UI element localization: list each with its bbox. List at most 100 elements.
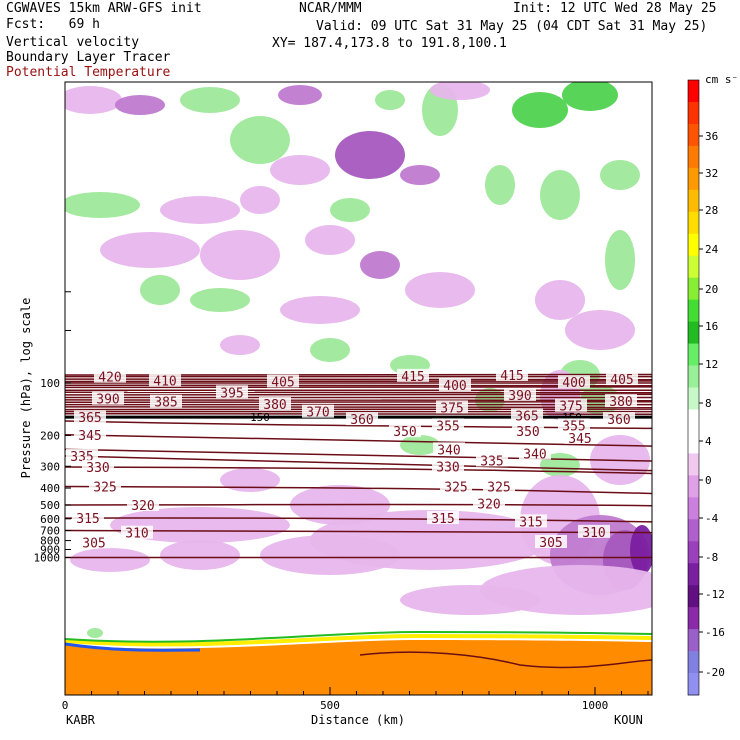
contour-label-bg — [149, 373, 181, 387]
contour-label-bg — [74, 410, 106, 424]
model-title: CGWAVES 15km ARW-GFS init — [6, 1, 202, 16]
contour-label-bg — [578, 524, 610, 538]
y-tick-label: 900 — [40, 544, 60, 557]
contour-label-bg — [496, 368, 528, 382]
theta-contour-line — [65, 380, 652, 383]
contour-label-bg — [150, 394, 182, 408]
velocity-contour-patch — [630, 525, 652, 575]
colorbar-swatch — [688, 321, 699, 345]
vertical-velocity-shading — [65, 82, 652, 638]
theta-contour-line — [65, 466, 652, 475]
contour-label-bg — [433, 442, 465, 456]
theta-contour-label: 375 — [559, 400, 582, 415]
velocity-contour-patch — [180, 87, 240, 113]
velocity-contour-patch — [280, 296, 360, 324]
x-tick-label: 500 — [320, 699, 340, 712]
contour-label-bg — [605, 394, 637, 408]
colorbar-swatch — [688, 563, 699, 586]
y-tick-label: 100 — [40, 377, 60, 390]
theta-contour-labels: 420 410 405 415 400 415 400 405 390 385 395 380 390 3… — [66, 368, 638, 551]
colorbar-label: 4 — [705, 435, 712, 448]
colorbar-swatch — [688, 167, 699, 191]
theta-contour-label: 335 — [480, 454, 503, 469]
velocity-contour-patch — [278, 85, 322, 105]
contour-label-bg — [440, 479, 472, 493]
x-tick-label: 1000 — [582, 699, 609, 712]
plot-frame — [64, 81, 653, 696]
x-axis-label: Distance (km) — [311, 713, 405, 727]
velocity-contour-patch — [400, 585, 540, 615]
theta-contour-label: 350 — [393, 425, 416, 440]
velocity-contour-patch — [190, 288, 250, 312]
contour-label-bg — [473, 496, 505, 510]
velocity-contour-patch — [540, 170, 580, 220]
contour-label-bg — [564, 430, 596, 444]
theta-contour-line — [65, 378, 652, 381]
theta-contour-label: 315 — [519, 515, 542, 530]
theta-contour-label: 330 — [436, 461, 459, 476]
boundary-layer-tracer-fill — [65, 556, 652, 695]
contour-label-bg — [78, 535, 110, 549]
colorbar-units: cm s⁻¹ — [705, 73, 740, 86]
theta-contour-label: 400 — [562, 376, 585, 391]
y-tick-label: 500 — [40, 499, 60, 512]
contour-label-bg — [397, 368, 429, 382]
y-tick-label: 1000 — [34, 552, 61, 565]
velocity-contour-patch — [605, 230, 635, 290]
contour-label-bg — [504, 387, 536, 401]
theta-contour-label: 385 — [154, 396, 177, 411]
velocity-contour-patch — [270, 155, 330, 185]
contour-label-bg — [512, 424, 544, 438]
boundary-layer-edge — [65, 630, 652, 643]
contour-label-bg — [72, 511, 104, 525]
colorbar-label: -20 — [705, 666, 725, 679]
contour-label-bg — [121, 525, 153, 539]
colorbar-swatch — [688, 497, 699, 520]
theta-contour-line — [65, 399, 652, 402]
theta-contour-label: 330 — [86, 461, 109, 476]
velocity-contour-patch — [562, 82, 618, 111]
velocity-contour-patch — [70, 548, 150, 572]
velocity-contour-patch — [230, 116, 290, 164]
theta-contour-label: 380 — [609, 395, 632, 410]
colorbar-swatch — [688, 299, 699, 323]
contour-label-bg — [515, 514, 547, 528]
theta-contour-label: 325 — [93, 481, 116, 496]
theta-contour-label: 400 — [443, 379, 466, 394]
contour-label-bg — [483, 479, 515, 493]
contour-label-bg — [439, 378, 471, 392]
theta-contour-label: 375 — [440, 401, 463, 416]
colorbar-label: -4 — [705, 512, 719, 525]
theta-contour-label: 325 — [487, 481, 510, 496]
colorbar-label: 0 — [705, 474, 712, 487]
theta-contour-label: 340 — [437, 443, 460, 458]
theta-contour-label: 320 — [131, 499, 154, 514]
colorbar-label: -16 — [705, 626, 725, 639]
theta-contour-line — [65, 434, 652, 447]
contour-label-bg — [436, 400, 468, 414]
end-station-label: KOUN — [614, 713, 643, 727]
colorbar-swatch — [688, 80, 699, 103]
velocity-contour-patch — [87, 628, 103, 638]
colorbar-swatch — [688, 101, 699, 125]
velocity-contour-patch — [360, 251, 400, 279]
velocity-contour-patch — [115, 95, 165, 115]
colorbar-swatch — [688, 387, 699, 410]
theta-contour-label: 315 — [76, 512, 99, 527]
colorbar-swatch — [688, 629, 699, 652]
contour-label-bg — [511, 408, 543, 422]
contour-label-bg — [603, 412, 635, 426]
colorbar-label: 32 — [705, 167, 718, 180]
theta-contour-label: 415 — [401, 370, 424, 385]
contour-label-bg — [389, 424, 421, 438]
velocity-contour-patch — [160, 540, 240, 570]
contour-label-bg — [259, 397, 291, 411]
distance-axis: 0 500 1000 — [62, 687, 649, 712]
contour-label-bg — [92, 391, 124, 405]
theta-contour-label: 410 — [153, 375, 176, 390]
y-tick-label: 300 — [40, 460, 60, 473]
colorbar-swatch — [688, 277, 699, 301]
y-axis-label: Pressure (hPa), log scale — [19, 298, 33, 479]
contour-label-bg — [74, 427, 106, 441]
velocity-contour-patch — [400, 165, 440, 185]
